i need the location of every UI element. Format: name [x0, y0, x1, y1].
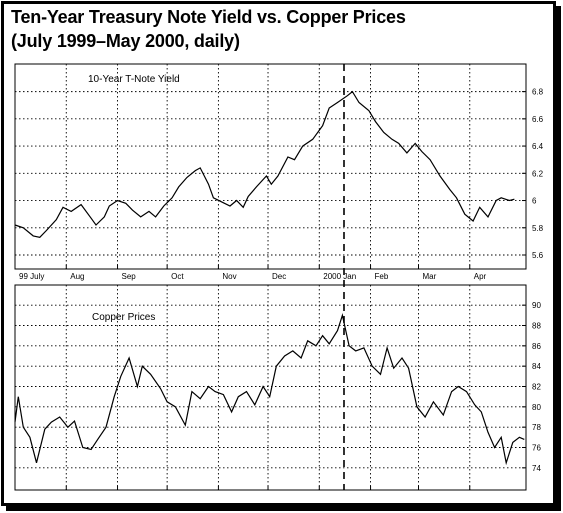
bottom-gridlines	[14, 285, 526, 490]
top-y-tick-label: 5.8	[532, 224, 544, 233]
copper-series-line	[14, 312, 525, 466]
top-y-tick-label: 6	[532, 197, 537, 206]
top-y-tick-label: 6.4	[532, 142, 544, 151]
bottom-y-tick-label: 80	[532, 403, 541, 412]
bottom-y-tick-label: 74	[532, 464, 541, 473]
x-tick-label: Mar	[423, 272, 437, 281]
x-tick-label: Sep	[122, 272, 137, 281]
bottom-panel: 74 76 78 80 82 84 86 88 90 Copper Prices	[14, 284, 541, 491]
x-tick-label: Feb	[375, 272, 389, 281]
chart-frame	[1, 1, 556, 506]
bottom-y-tick-labels: 74 76 78 80 82 84 86 88 90	[532, 301, 541, 473]
x-tick-label: 2000 Jan	[323, 272, 356, 281]
x-tick-label: Oct	[171, 272, 184, 281]
x-tick-label: Aug	[70, 272, 84, 281]
yield-series-label: 10-Year T-Note Yield	[88, 74, 180, 85]
top-y-tick-label: 6.6	[532, 115, 544, 124]
top-panel: 5.6 5.8 6 6.2 6.4 6.6 6.8 10-Year T-Note Yield	[14, 63, 544, 270]
copper-series-label: Copper Prices	[92, 312, 155, 323]
bottom-y-tick-label: 78	[532, 423, 541, 432]
chart-title: Ten-Year Treasury Note Yield vs. Copper …	[11, 7, 406, 27]
bottom-y-tick-label: 86	[532, 342, 541, 351]
x-tick-label: Nov	[222, 272, 236, 281]
x-tick-label: 99 July	[19, 272, 44, 281]
yield-series-line	[14, 90, 515, 238]
x-tick-label: Dec	[272, 272, 286, 281]
top-gridlines	[14, 64, 526, 269]
bottom-y-tick-label: 76	[532, 444, 541, 453]
chart-subtitle: (July 1999–May 2000, daily)	[11, 31, 240, 51]
bottom-plot-border	[14, 284, 527, 491]
x-tick-label: Apr	[474, 272, 487, 281]
top-y-tick-label: 6.8	[532, 88, 544, 97]
bottom-y-tick-label: 90	[532, 301, 541, 310]
bottom-y-tick-label: 88	[532, 322, 541, 331]
bottom-y-tick-label: 82	[532, 383, 541, 392]
top-plot-border	[14, 63, 527, 270]
bottom-y-tick-label: 84	[532, 362, 541, 371]
top-y-tick-label: 6.2	[532, 169, 544, 178]
x-axis-labels: 99 July Aug Sep Oct Nov Dec 2000 Jan Feb Mar Apr	[19, 272, 487, 281]
top-y-tick-label: 5.6	[532, 251, 544, 260]
top-y-tick-labels: 5.6 5.8 6 6.2 6.4 6.6 6.8	[532, 88, 544, 260]
